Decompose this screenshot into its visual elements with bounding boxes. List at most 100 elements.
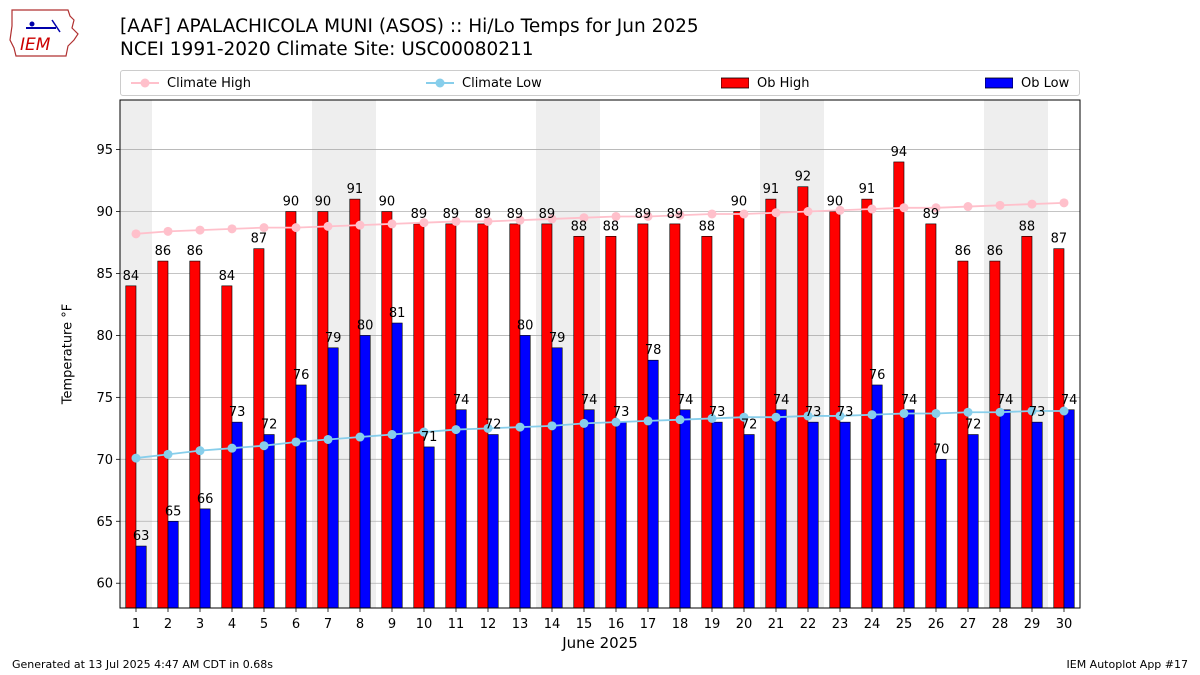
x-tick-label: 4 <box>228 617 236 632</box>
bar-ob-low <box>775 409 787 609</box>
data-label-ob-high: 84 <box>123 269 140 284</box>
data-label-ob-low: 73 <box>837 405 854 420</box>
x-tick-label: 22 <box>800 617 817 632</box>
x-tick-label: 11 <box>448 617 465 632</box>
climate-low-point <box>579 418 589 428</box>
bar-ob-low <box>967 434 979 609</box>
data-label-ob-low: 79 <box>549 331 566 346</box>
data-label-ob-high: 90 <box>827 195 844 210</box>
chart-title: [AAF] APALACHICOLA MUNI (ASOS) :: Hi/Lo … <box>120 16 699 37</box>
data-label-ob-low: 81 <box>389 306 406 321</box>
climate-high-point <box>1027 199 1037 209</box>
climate-low-point <box>323 434 333 444</box>
climate-low-point <box>739 412 749 422</box>
plot-frame <box>119 99 1081 609</box>
x-tick-label: 27 <box>960 617 977 632</box>
data-label-ob-low: 73 <box>805 405 822 420</box>
climate-high-point <box>163 226 173 236</box>
bar-ob-high <box>477 223 489 609</box>
data-label-ob-high: 87 <box>1051 232 1068 247</box>
x-tick-label: 7 <box>324 617 332 632</box>
chart-subtitle: NCEI 1991-2020 Climate Site: USC00080211 <box>120 39 534 60</box>
x-tick-label: 23 <box>832 617 849 632</box>
bar-ob-low <box>487 434 499 609</box>
x-tick-label: 28 <box>992 617 1009 632</box>
data-label-ob-high: 86 <box>155 244 172 259</box>
data-label-ob-high: 88 <box>699 219 716 234</box>
bar-ob-high <box>957 260 969 609</box>
climate-high-point <box>259 223 269 233</box>
data-label-ob-low: 74 <box>773 393 790 408</box>
x-tick-label: 1 <box>132 617 140 632</box>
data-label-ob-high: 90 <box>315 195 332 210</box>
data-label-ob-low: 80 <box>517 318 534 333</box>
climate-high-point <box>899 203 909 213</box>
data-label-ob-high: 86 <box>987 244 1004 259</box>
x-tick-label: 13 <box>512 617 529 632</box>
data-label-ob-low: 76 <box>869 368 886 383</box>
legend-climate-low: Climate Low <box>426 71 542 95</box>
data-label-ob-low: 71 <box>421 430 438 445</box>
x-tick-label: 21 <box>768 617 785 632</box>
climate-high-point <box>419 218 429 228</box>
climate-low-point <box>963 407 973 417</box>
footer-generated: Generated at 13 Jul 2025 4:47 AM CDT in … <box>12 658 273 671</box>
bar-ob-high <box>1053 248 1065 609</box>
climate-high-point <box>227 224 237 234</box>
climate-low-point <box>547 421 557 431</box>
data-label-ob-low: 74 <box>581 393 598 408</box>
bar-ob-high <box>893 161 905 609</box>
x-tick-label: 19 <box>704 617 721 632</box>
data-label-ob-high: 91 <box>347 182 364 197</box>
climate-high-point <box>771 208 781 218</box>
bar-ob-low <box>359 335 371 609</box>
climate-low-point <box>707 413 717 423</box>
climate-high-point <box>803 207 813 217</box>
climate-high-point <box>963 202 973 212</box>
legend-climate-high: Climate High <box>131 71 251 95</box>
x-tick-label: 12 <box>480 617 497 632</box>
climate-low-point <box>931 408 941 418</box>
climate-low-line <box>135 410 1064 459</box>
data-label-ob-high: 89 <box>411 207 428 222</box>
iem-logo: IEM <box>9 9 79 57</box>
x-tick-label: 5 <box>260 617 268 632</box>
bar-ob-high <box>157 260 169 609</box>
climate-low-point <box>163 449 173 459</box>
data-label-ob-low: 73 <box>709 405 726 420</box>
bar-ob-high <box>413 223 425 609</box>
climate-low-point <box>291 437 301 447</box>
bar-ob-high <box>861 198 873 609</box>
data-label-ob-high: 91 <box>763 182 780 197</box>
data-label-ob-low: 72 <box>261 418 278 433</box>
bar-ob-low <box>135 545 147 609</box>
bar-ob-low <box>903 409 915 609</box>
data-label-ob-low: 78 <box>645 343 662 358</box>
bar-ob-low <box>263 434 275 609</box>
bar-ob-high <box>381 211 393 609</box>
footer-app: IEM Autoplot App #17 <box>1066 658 1189 671</box>
climate-high-point <box>323 221 333 231</box>
bar-ob-low <box>551 347 563 609</box>
climate-low-point <box>611 417 621 427</box>
climate-high-line <box>135 201 1065 235</box>
y-tick-label: 90 <box>96 205 113 220</box>
climate-low-point <box>483 423 493 433</box>
x-tick-label: 2 <box>164 617 172 632</box>
bar-ob-high <box>637 223 649 609</box>
x-tick-label: 6 <box>292 617 300 632</box>
climate-low-point <box>419 427 429 437</box>
data-label-ob-low: 74 <box>1061 393 1078 408</box>
legend-label: Climate High <box>167 75 252 91</box>
x-tick-label: 15 <box>576 617 593 632</box>
data-label-ob-high: 89 <box>635 207 652 222</box>
climate-high-point <box>451 216 461 226</box>
climate-low-point <box>835 411 845 421</box>
data-label-ob-low: 65 <box>165 504 182 519</box>
bar-ob-low <box>327 347 339 609</box>
climate-low-point <box>803 411 813 421</box>
climate-low-point <box>387 430 397 440</box>
data-label-ob-high: 88 <box>1019 219 1036 234</box>
bar-ob-high <box>317 211 329 609</box>
